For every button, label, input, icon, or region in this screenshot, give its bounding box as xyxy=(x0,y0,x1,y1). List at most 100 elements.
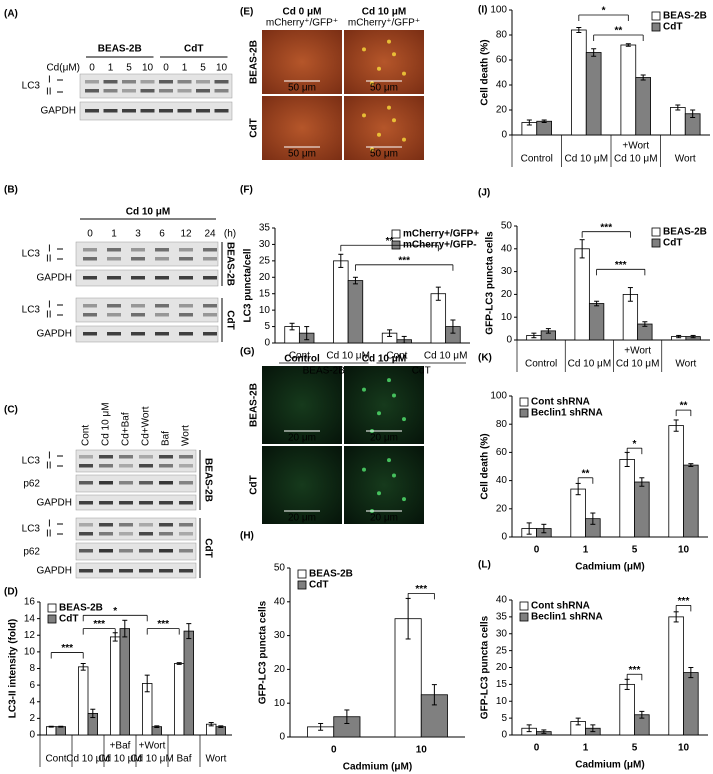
x-tick-label: 10 xyxy=(678,545,690,556)
puncta xyxy=(377,491,381,496)
puncta xyxy=(362,47,366,52)
treatment-label: Cd 10 μM xyxy=(126,207,170,218)
blot-band xyxy=(119,549,133,553)
blot-band xyxy=(214,80,229,84)
y-tick-label: 50 xyxy=(501,221,513,232)
x-axis-label: Cadmium (μM) xyxy=(575,562,644,573)
legend-label: CdT xyxy=(663,22,682,33)
bar xyxy=(668,616,684,736)
blot-band xyxy=(139,464,153,468)
micrograph xyxy=(344,96,424,160)
x-tick-label: Cd 10 μM xyxy=(66,754,110,765)
y-tick-label: 40 xyxy=(496,475,508,486)
x-tick-label: 10 xyxy=(678,743,690,754)
band-label: I xyxy=(48,300,51,311)
legend-swatch xyxy=(519,601,529,611)
significance-label: ** xyxy=(386,236,394,247)
blot-band xyxy=(103,80,118,84)
blot-band xyxy=(79,464,93,468)
blot-band xyxy=(99,549,113,553)
row-label: CdT xyxy=(249,475,260,494)
blot-band xyxy=(99,523,113,527)
blot-band xyxy=(122,80,136,84)
band-label: II xyxy=(46,529,52,540)
puncta xyxy=(387,458,391,463)
category-note: +Wort xyxy=(624,346,651,357)
blot-band xyxy=(179,501,193,505)
significance-label: *** xyxy=(629,665,641,676)
x-axis-label: Cadmium (μM) xyxy=(575,760,644,771)
legend-swatch xyxy=(297,580,307,590)
significance-label: *** xyxy=(615,260,627,271)
bar xyxy=(333,260,349,344)
blot-band xyxy=(119,569,133,573)
blot-band xyxy=(177,89,192,93)
legend-swatch xyxy=(297,569,307,579)
y-tick-label: 10 xyxy=(274,698,286,709)
x-tick-label: Cd 10 μM xyxy=(564,154,608,165)
row-label: GAPDH xyxy=(36,566,72,577)
x-tick-label: Cont xyxy=(386,351,407,362)
significance-label: ** xyxy=(582,468,590,479)
y-axis-label: LC3 puncta/cell xyxy=(243,248,254,322)
panel-label: (F) xyxy=(240,185,253,196)
x-tick-label: Cd 10 μM xyxy=(98,754,142,765)
y-tick-label: 60 xyxy=(496,55,508,66)
blot-band xyxy=(159,89,173,93)
blot-band xyxy=(79,549,93,553)
y-axis-label: Cell death (%) xyxy=(480,433,491,499)
panel-label: (H) xyxy=(240,531,254,542)
blot xyxy=(79,73,233,99)
x-tick-label: Wort xyxy=(675,359,696,370)
y-tick-label: 15 xyxy=(496,679,508,690)
bar xyxy=(46,726,57,736)
blot xyxy=(75,474,197,493)
bar xyxy=(588,303,605,341)
group-label: CdT xyxy=(184,44,203,55)
legend-swatch xyxy=(47,614,57,624)
category-note: +Wort xyxy=(622,141,649,152)
blot-band xyxy=(99,501,113,505)
band-label: I xyxy=(48,244,51,255)
blot-band xyxy=(214,109,229,113)
blot-band xyxy=(122,89,136,93)
row-label: GAPDH xyxy=(40,106,76,117)
band-label: II xyxy=(46,254,52,265)
y-tick-label: 5 xyxy=(501,713,507,724)
blot-band xyxy=(179,455,193,459)
x-tick-label: 5 xyxy=(632,545,638,556)
puncta xyxy=(362,467,366,472)
legend-label: BEAS-2B xyxy=(663,227,707,238)
y-tick-label: 10 xyxy=(496,696,508,707)
bar xyxy=(620,44,637,136)
lane-label: 0 xyxy=(89,63,95,74)
side-label: CdT xyxy=(224,310,235,329)
y-tick-label: 35 xyxy=(496,612,508,623)
lane-label: 5 xyxy=(200,63,206,74)
bar xyxy=(78,666,89,736)
bar xyxy=(536,120,553,136)
blot-band xyxy=(159,481,173,485)
y-tick-label: 100 xyxy=(490,391,507,402)
dose-label: Cd(μM) xyxy=(46,63,80,74)
y-tick-label: 20 xyxy=(501,289,513,300)
y-tick-label: 10 xyxy=(501,312,513,323)
blot-band xyxy=(139,481,153,485)
blot-band xyxy=(196,89,210,93)
x-tick-label: Cd 10 μM xyxy=(326,351,370,362)
lane-label: 5 xyxy=(126,63,132,74)
bar xyxy=(619,459,635,538)
y-tick-label: 0 xyxy=(506,335,512,346)
blot-band xyxy=(159,455,173,459)
panel-label: (J) xyxy=(478,188,490,199)
legend-swatch xyxy=(47,603,57,613)
bar xyxy=(55,726,67,736)
band-label: II xyxy=(46,310,52,321)
lane-label: 24 xyxy=(204,229,216,240)
side-label: BEAS-2B xyxy=(202,458,213,502)
scale-label: 20 μm xyxy=(370,513,398,524)
blot-band xyxy=(140,89,155,93)
bar xyxy=(634,481,650,538)
y-tick-label: 15 xyxy=(259,288,271,299)
blot-band xyxy=(122,109,136,113)
